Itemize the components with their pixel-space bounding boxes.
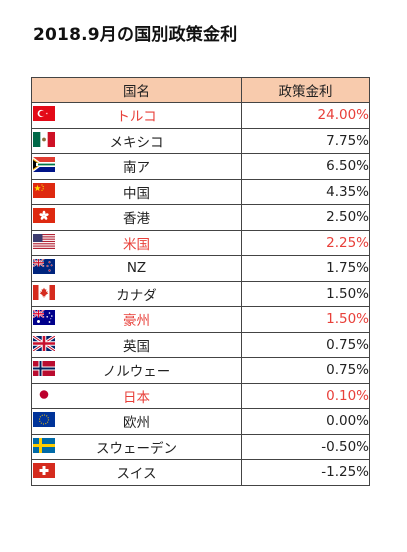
sweden-flag-icon [33,437,55,453]
country-name: カナダ [116,287,157,304]
table-row: 日本 0.10% [31,382,370,409]
country-name: 香港 [123,211,150,228]
norway-flag-icon [33,361,55,376]
table-row: スイス -1.25% [31,459,370,486]
country-name: スイス [116,466,157,483]
country-name: トルコ [116,109,157,126]
policy-rate-cell: 1.50% [241,306,370,333]
country-cell: 豪州 [31,306,242,333]
turkey-flag-icon [33,106,55,121]
table-row: 欧州 0.00% [31,408,370,435]
country-name: スウェーデン [96,440,177,457]
country-name: ノルウェー [102,364,171,381]
table-row: トルコ 24.00% [31,102,370,129]
country-cell: 南ア [31,153,242,180]
country-name: 豪州 [123,313,150,330]
country-cell: 米国 [31,229,242,256]
country-cell: 日本 [31,382,242,409]
country-name: NZ [126,260,147,277]
table-row: 英国 0.75% [31,331,370,358]
australia-flag-icon [33,310,55,325]
policy-rate-cell: 0.75% [241,357,370,384]
policy-rate-cell: -1.25% [241,459,370,486]
country-cell: スイス [31,459,242,486]
table-row: NZ 1.75% [31,255,370,282]
policy-rate-table: 国名 政策金利 トルコ 24.00% メキシコ 7.75% 南ア 6.50% 中国 4.35%… [31,77,370,486]
country-name: メキシコ [109,134,164,151]
table-row: 香港 2.50% [31,204,370,231]
south-africa-flag-icon [33,157,55,172]
table-row: 南ア 6.50% [31,153,370,180]
rate-column-header: 政策金利 [241,77,370,103]
switzerland-flag-icon [33,463,55,478]
table-row: カナダ 1.50% [31,280,370,307]
policy-rate-cell: 4.35% [241,178,370,205]
country-cell: トルコ [31,102,242,129]
hong-kong-flag-icon [33,208,55,223]
policy-rate-cell: 2.25% [241,229,370,256]
policy-rate-cell: 24.00% [241,102,370,129]
policy-rate-cell: 2.50% [241,204,370,231]
policy-rate-cell: 7.75% [241,127,370,154]
usa-flag-icon [33,233,55,249]
country-cell: 中国 [31,178,242,205]
country-name: 欧州 [123,415,150,432]
table-row: メキシコ 7.75% [31,127,370,154]
policy-rate-cell: -0.50% [241,433,370,460]
country-cell: カナダ [31,280,242,307]
country-cell: 香港 [31,204,242,231]
table-row: 米国 2.25% [31,229,370,256]
policy-rate-cell: 1.50% [241,280,370,307]
page-title: 2018.9月の国別政策金利 [33,25,238,45]
country-cell: ノルウェー [31,357,242,384]
canada-flag-icon [33,284,55,300]
eu-flag-icon [33,412,55,427]
policy-rate-cell: 0.10% [241,382,370,409]
country-cell: 英国 [31,331,242,358]
policy-rate-cell: 0.00% [241,408,370,435]
table-row: スウェーデン -0.50% [31,433,370,460]
country-name: 英国 [123,338,150,355]
country-name: 日本 [123,389,150,406]
country-name: 米国 [123,236,150,253]
china-flag-icon [33,182,55,198]
policy-rate-cell: 6.50% [241,153,370,180]
country-cell: NZ [31,255,242,282]
uk-flag-icon [33,335,55,351]
new-zealand-flag-icon [33,259,55,274]
country-column-header: 国名 [31,77,242,103]
country-name: 中国 [123,185,150,202]
country-cell: メキシコ [31,127,242,154]
table-row: 豪州 1.50% [31,306,370,333]
policy-rate-cell: 0.75% [241,331,370,358]
country-cell: 欧州 [31,408,242,435]
japan-flag-icon [33,386,55,402]
table-header-row: 国名 政策金利 [31,77,370,103]
table-row: ノルウェー 0.75% [31,357,370,384]
country-cell: スウェーデン [31,433,242,460]
country-name: 南ア [123,160,150,177]
policy-rate-cell: 1.75% [241,255,370,282]
table-row: 中国 4.35% [31,178,370,205]
mexico-flag-icon [33,131,55,147]
